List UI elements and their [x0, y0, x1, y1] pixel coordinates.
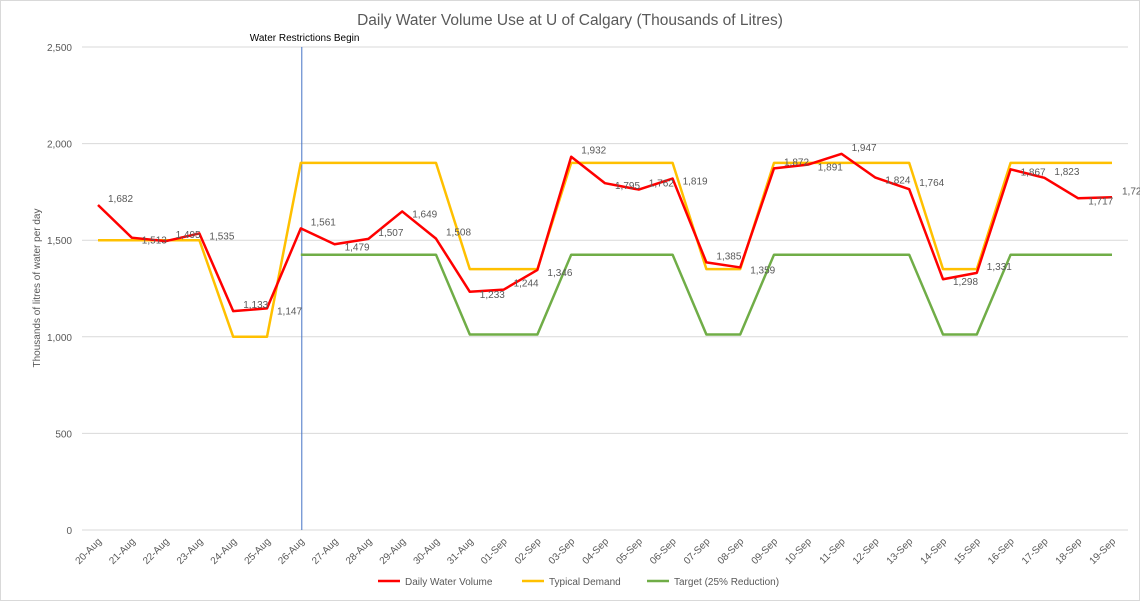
data-label: 1,244: [514, 279, 539, 290]
data-label: 1,682: [108, 194, 133, 205]
x-tick-label: 29-Aug: [378, 536, 409, 567]
data-label: 1,513: [142, 236, 167, 247]
data-label: 1,947: [852, 143, 877, 154]
x-tick-label: 18-Sep: [1054, 536, 1085, 567]
x-tick-label: 31-Aug: [445, 536, 476, 567]
data-label: 1,867: [1021, 167, 1046, 178]
data-label: 1,561: [311, 217, 336, 228]
x-tick-label: 25-Aug: [243, 536, 274, 567]
data-label: 1,535: [209, 231, 234, 242]
legend-entry: Daily Water Volume: [405, 577, 493, 588]
chart-title: Daily Water Volume Use at U of Calgary (…: [357, 12, 783, 29]
data-label: 1,819: [683, 177, 708, 188]
x-tick-label: 19-Sep: [1088, 536, 1119, 567]
legend-entry: Typical Demand: [549, 577, 621, 588]
x-tick-label: 23-Aug: [175, 536, 206, 567]
y-tick-label: 500: [55, 429, 72, 440]
data-label: 1,717: [1088, 196, 1113, 207]
data-label: 1,762: [649, 179, 674, 190]
data-label: 1,507: [378, 228, 403, 239]
y-axis-label: Thousands of litres of water per day: [32, 209, 43, 368]
x-tick-label: 22-Aug: [141, 536, 172, 567]
x-tick-label: 10-Sep: [783, 536, 814, 567]
data-label: 1,495: [176, 230, 201, 241]
data-label: 1,479: [345, 242, 370, 253]
data-label: 1,359: [750, 265, 775, 276]
y-tick-label: 2,500: [47, 43, 72, 54]
x-tick-label: 01-Sep: [479, 536, 510, 567]
data-label: 1,795: [615, 181, 640, 192]
y-tick-label: 2,000: [47, 140, 72, 151]
data-label: 1,891: [818, 163, 843, 174]
data-label: 1,824: [885, 176, 910, 187]
data-label: 1,823: [1054, 167, 1079, 178]
data-label: 1,508: [446, 228, 471, 239]
x-tick-label: 15-Sep: [952, 536, 983, 567]
data-label: 1,649: [412, 209, 437, 220]
data-label: 1,932: [581, 146, 606, 157]
x-tick-label: 16-Sep: [986, 536, 1017, 567]
x-tick-label: 20-Aug: [74, 536, 105, 567]
data-label: 1,298: [953, 277, 978, 288]
x-tick-label: 26-Aug: [276, 536, 307, 567]
x-tick-label: 02-Sep: [513, 536, 544, 567]
data-label: 1,331: [987, 262, 1012, 273]
data-label: 1,147: [277, 306, 302, 317]
x-tick-label: 21-Aug: [107, 536, 138, 567]
data-label: 1,385: [716, 251, 741, 262]
x-tick-label: 08-Sep: [716, 536, 747, 567]
x-tick-label: 14-Sep: [919, 536, 950, 567]
y-tick-label: 1,500: [47, 236, 72, 247]
data-label: 1,233: [480, 290, 505, 301]
data-label: 1,764: [919, 178, 944, 189]
x-tick-label: 06-Sep: [648, 536, 679, 567]
data-label: 1,722: [1122, 186, 1140, 197]
data-label: 1,346: [547, 268, 572, 279]
y-tick-label: 1,000: [47, 333, 72, 344]
x-tick-label: 13-Sep: [885, 536, 916, 567]
x-tick-label: 30-Aug: [412, 536, 443, 567]
annotation-label: Water Restrictions Begin: [250, 33, 360, 44]
x-tick-label: 17-Sep: [1020, 536, 1051, 567]
y-tick-label: 0: [66, 526, 72, 537]
x-tick-label: 24-Aug: [209, 536, 240, 567]
x-tick-label: 03-Sep: [547, 536, 578, 567]
data-label: 1,872: [784, 157, 809, 168]
x-tick-label: 12-Sep: [851, 536, 882, 567]
x-tick-label: 11-Sep: [818, 536, 848, 566]
series-line-typical-demand: [98, 161, 1112, 339]
x-tick-label: 07-Sep: [682, 536, 713, 567]
series-line-daily-water-volume: [97, 152, 1113, 313]
legend-entry: Target (25% Reduction): [674, 577, 779, 588]
x-tick-label: 04-Sep: [581, 536, 612, 567]
x-tick-label: 05-Sep: [614, 536, 645, 567]
data-label: 1,133: [243, 300, 268, 311]
x-tick-label: 09-Sep: [750, 536, 781, 567]
series-line-target-25-reduction-: [300, 253, 1112, 336]
x-tick-label: 28-Aug: [344, 536, 375, 567]
x-tick-label: 27-Aug: [310, 536, 341, 567]
